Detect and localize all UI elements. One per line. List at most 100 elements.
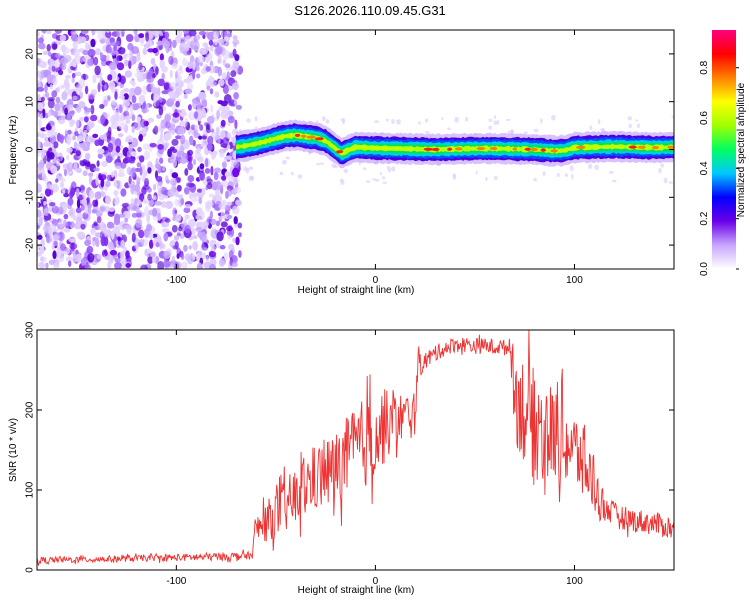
noise-speckle [123,225,131,230]
noise-speckle [202,108,207,117]
faint-speckle [382,181,387,184]
noise-speckle [237,222,243,229]
noise-speckle [87,58,95,67]
noise-speckle [37,112,40,119]
noise-speckle [207,182,213,190]
noise-speckle [103,84,107,90]
noise-speckle [217,100,224,105]
noise-speckle [198,31,207,36]
noise-speckle [221,72,227,80]
noise-speckle [111,70,117,78]
noise-speckle [159,96,163,103]
noise-speckle [115,225,120,231]
ridge-peak [550,149,558,153]
noise-speckle [53,261,60,269]
noise-speckle [110,50,117,56]
noise-speckle [120,188,127,197]
noise-speckle [219,150,225,158]
noise-speckle [104,250,108,257]
noise-speckle [94,237,100,246]
noise-speckle [190,40,194,49]
x-tick-label: 100 [566,275,583,286]
snr-ticks: -100 0 100 0 100 200 300 [25,321,674,587]
noise-speckle [111,75,120,82]
noise-speckle [118,213,126,218]
noise-speckle [82,170,88,177]
noise-speckle [106,113,110,119]
noise-speckle [76,212,83,220]
noise-speckle [194,152,202,161]
faint-speckle [488,125,492,130]
faint-speckle [540,118,543,124]
noise-speckle [57,117,66,125]
noise-speckle [232,35,238,41]
noise-speckle [58,69,64,76]
colorbar-tick-label: 0.0 [699,262,710,276]
noise-speckle [131,232,136,243]
noise-speckle [58,175,64,181]
noise-speckle [87,207,92,215]
noise-speckle [118,167,125,174]
noise-speckle [53,240,59,247]
noise-speckle [75,150,82,157]
noise-speckle [109,62,117,71]
noise-speckle [139,118,147,128]
noise-speckle [134,242,140,250]
noise-speckle [73,161,78,172]
noise-speckle [81,198,88,206]
noise-speckle [114,91,118,100]
noise-speckle [93,56,99,66]
noise-speckle [139,155,145,163]
noise-speckle [171,172,179,179]
faint-speckle [597,119,601,125]
noise-speckle [171,224,178,233]
noise-speckle [124,70,133,78]
noise-speckle [181,42,188,48]
noise-speckle [128,143,133,153]
noise-speckle [82,191,87,199]
noise-speckle [42,51,50,55]
noise-speckle [231,82,239,91]
noise-speckle [54,103,61,112]
noise-speckle [142,184,150,190]
faint-speckle [425,130,430,135]
noise-speckle [37,132,40,138]
noise-speckle [217,137,221,144]
noise-speckle [55,178,59,183]
faint-speckle [319,162,324,165]
noise-speckle [174,241,179,250]
noise-speckle [198,91,207,101]
noise-speckle [205,46,210,51]
noise-speckle [45,124,52,131]
noise-speckle [123,59,130,67]
colorbar-tick-label: 0.2 [699,211,710,225]
colorbar [712,30,736,269]
noise-speckle [44,91,50,98]
noise-speckle [216,231,224,242]
noise-speckle [87,48,96,58]
noise-speckle [135,167,141,172]
faint-speckle [635,119,639,122]
noise-speckle [147,117,155,123]
noise-speckle [144,206,149,217]
snr-frame [36,329,675,571]
noise-speckle [215,30,220,36]
noise-speckle [142,48,148,56]
ridge-peak [423,147,434,151]
noise-speckle [174,217,181,222]
noise-speckle [106,54,110,63]
noise-speckle [182,57,188,67]
noise-speckle [113,182,118,187]
faint-speckle [488,118,493,123]
noise-speckle [92,74,97,84]
noise-speckle [188,245,192,250]
noise-speckle [222,49,230,60]
noise-speckle [93,221,98,227]
faint-speckle [285,156,290,160]
noise-speckle [179,120,186,127]
noise-speckle [97,148,105,155]
noise-speckle [209,264,216,269]
noise-speckle [221,161,227,169]
noise-speckle [132,205,140,211]
faint-speckle [671,115,674,118]
